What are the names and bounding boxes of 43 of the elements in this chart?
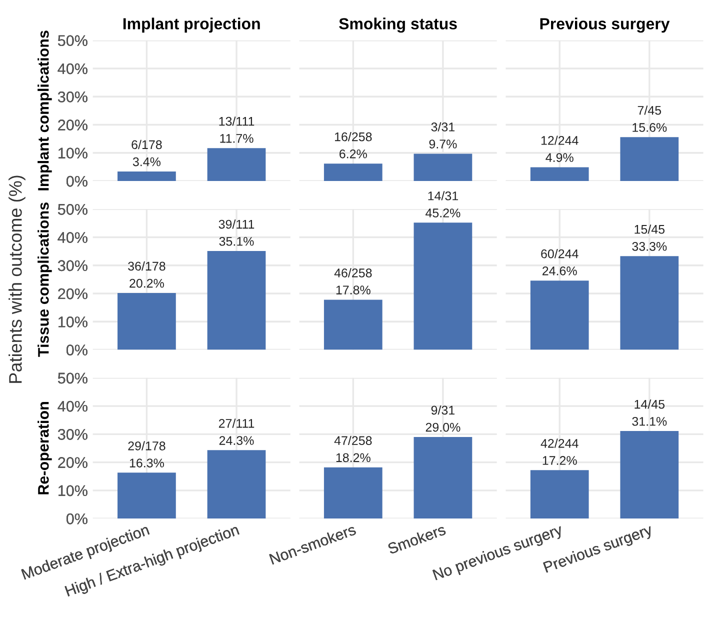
text: Patients with outcome (%) [8, 176, 26, 383]
chart-title: Implant projection [123, 18, 260, 33]
y-tick-label: 10% [58, 485, 88, 496]
data-label: 42/244 17.2% [540, 438, 578, 465]
data-label: 6/178 3.4% [132, 140, 162, 166]
y-tick-label: 50% [58, 204, 88, 215]
data-label: 13/111 11.7% [219, 116, 254, 143]
y-tick-label: 20% [58, 120, 88, 130]
chart-title: Previous surgery [540, 18, 670, 33]
y-tick-label: 10% [58, 316, 88, 328]
y-tick-label: 0% [66, 176, 88, 187]
data-label: 29/178 16.3% [128, 441, 166, 468]
y-axis-title: Tissue complications [38, 202, 52, 357]
y-tick-label: 50% [58, 372, 88, 384]
y-tick-label: 40% [58, 400, 88, 412]
chart-title: Smoking status [339, 18, 457, 33]
data-label: 12/244 4.9% [541, 136, 578, 162]
y-tick-label: 50% [58, 35, 88, 46]
data-label: 39/111 35.1% [218, 220, 254, 246]
y-tick-label: 10% [58, 148, 88, 159]
y-axis-title: Re-operation [38, 402, 52, 494]
data-label: 14/31 45.2% [426, 191, 460, 218]
y-tick-label: 0% [66, 344, 88, 356]
y-tick-label: 30% [58, 260, 88, 272]
y-tick-label: 30% [58, 429, 88, 440]
data-label: 15/45 33.3% [632, 224, 667, 251]
data-label: 14/45 31.1% [632, 400, 667, 426]
data-label: 36/178 20.2% [128, 261, 166, 288]
data-label: 16/258 6.2% [334, 132, 372, 158]
y-axis-title: Implant complications [38, 30, 52, 190]
data-label: 46/258 17.8% [334, 268, 372, 294]
y-tick-label: 0% [66, 513, 88, 524]
y-tick-label: 30% [58, 91, 88, 102]
data-label: 60/244 24.6% [541, 249, 578, 276]
data-label: 47/258 18.2% [334, 436, 372, 462]
data-label: 27/111 24.3% [218, 418, 254, 445]
y-tick-label: 40% [58, 232, 88, 243]
y-tick-label: 40% [58, 63, 88, 74]
data-label: 7/45 15.6% [632, 106, 667, 132]
data-label: 3/31 9.7% [429, 122, 457, 148]
data-label: 9/31 29.0% [426, 405, 460, 432]
y-tick-label: 20% [58, 457, 88, 468]
y-tick-label: 20% [58, 288, 88, 300]
